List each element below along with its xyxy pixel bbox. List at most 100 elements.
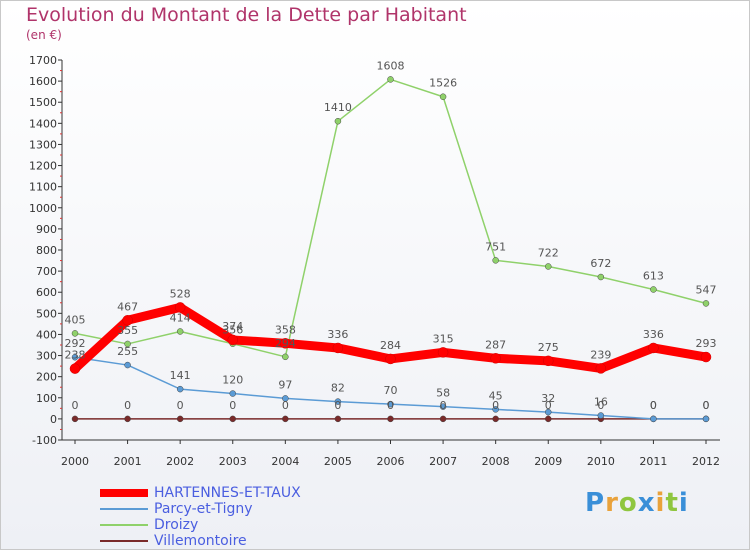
data-point — [71, 415, 79, 423]
data-point — [334, 398, 342, 405]
data-point — [595, 363, 607, 374]
data-label: 414 — [170, 311, 191, 324]
data-point — [648, 342, 659, 354]
x-tick-label: 2011 — [639, 455, 667, 468]
data-point — [702, 300, 710, 307]
legend-label: Droizy — [154, 517, 199, 533]
data-point — [439, 93, 447, 100]
legend-swatch — [100, 508, 148, 510]
x-tick-label: 2001 — [114, 455, 142, 468]
data-label: 0 — [650, 399, 657, 412]
data-point — [490, 353, 501, 364]
data-label: 293 — [696, 337, 717, 350]
data-label: 315 — [433, 332, 454, 345]
data-label: 0 — [124, 399, 131, 412]
data-label: 1410 — [324, 101, 352, 114]
data-point — [280, 338, 291, 349]
x-tick-label: 2008 — [482, 455, 510, 468]
y-tick-label: 1000 — [29, 202, 57, 215]
data-label: 32 — [541, 392, 555, 405]
legend-item: Droizy — [100, 517, 301, 533]
data-label: 292 — [65, 337, 86, 350]
data-label: 0 — [703, 399, 710, 412]
data-label: 722 — [538, 246, 559, 259]
data-label: 672 — [590, 257, 611, 270]
legend-item: HARTENNES-ET-TAUX — [100, 485, 301, 501]
data-label: 0 — [545, 399, 552, 412]
data-label: 356 — [222, 324, 243, 337]
data-label: 255 — [117, 345, 138, 358]
data-label: 0 — [703, 399, 710, 412]
legend-swatch — [100, 524, 148, 526]
data-label: 120 — [222, 374, 243, 387]
data-label: 613 — [643, 269, 664, 282]
data-label: 0 — [440, 399, 447, 412]
data-point — [650, 415, 657, 423]
data-point — [597, 412, 605, 419]
x-tick-label: 2009 — [534, 455, 562, 468]
data-label: 0 — [492, 399, 499, 412]
data-point — [332, 342, 344, 354]
data-label: 82 — [331, 382, 345, 395]
y-tick-label: 1100 — [29, 181, 57, 194]
data-label: 275 — [538, 341, 559, 354]
data-label: 0 — [597, 399, 604, 412]
data-label: 294 — [275, 337, 296, 350]
data-point — [334, 415, 342, 423]
data-point — [69, 363, 81, 374]
y-tick-label: 1500 — [29, 96, 57, 109]
data-point — [282, 415, 289, 423]
data-point — [124, 361, 131, 369]
y-tick-label: 700 — [36, 265, 57, 278]
x-tick-label: 2002 — [166, 455, 194, 468]
data-point — [437, 347, 449, 358]
x-tick-label: 2010 — [587, 455, 615, 468]
data-label: 58 — [436, 387, 450, 400]
y-tick-label: 1200 — [29, 160, 57, 173]
x-tick-label: 2006 — [377, 455, 405, 468]
legend-label: HARTENNES-ET-TAUX — [154, 485, 301, 501]
data-label: 0 — [72, 399, 79, 412]
data-label: 336 — [327, 328, 348, 341]
data-label: 374 — [222, 320, 243, 333]
data-point — [176, 385, 184, 393]
data-label: 358 — [275, 323, 296, 336]
legend-item: Parcy-et-Tigny — [100, 501, 301, 517]
data-point — [385, 353, 396, 365]
y-tick-label: -100 — [32, 434, 57, 447]
x-tick-label: 2000 — [61, 455, 89, 468]
y-tick-label: 400 — [36, 328, 57, 341]
data-point — [387, 415, 394, 423]
y-tick-label: 900 — [36, 223, 57, 236]
y-tick-label: 0 — [50, 413, 57, 426]
data-point — [650, 286, 657, 293]
data-point — [702, 415, 710, 423]
legend-swatch — [100, 540, 148, 542]
data-point — [334, 117, 342, 125]
x-tick-label: 2004 — [271, 455, 299, 468]
data-point — [545, 415, 552, 423]
x-tick-label: 2007 — [429, 455, 457, 468]
data-label: 284 — [380, 339, 401, 352]
y-tick-label: 200 — [36, 371, 57, 384]
data-point — [387, 400, 394, 408]
data-label: 70 — [384, 384, 398, 397]
data-point — [124, 415, 131, 423]
data-point — [439, 403, 447, 410]
chart-title: Evolution du Montant de la Dette par Hab… — [26, 4, 467, 26]
legend-item: Villemontoire — [100, 533, 301, 549]
x-tick-label: 2005 — [324, 455, 352, 468]
data-point — [545, 408, 552, 416]
data-label: 16 — [594, 396, 608, 409]
x-tick-label: 2003 — [219, 455, 247, 468]
data-label: 0 — [650, 399, 657, 412]
data-point — [229, 390, 236, 397]
data-point — [227, 334, 238, 346]
data-label: 1608 — [377, 59, 405, 72]
data-label: 0 — [177, 399, 184, 412]
data-label: 0 — [334, 399, 341, 412]
data-point — [229, 415, 236, 423]
data-label: 355 — [117, 324, 138, 337]
data-point — [282, 395, 289, 402]
